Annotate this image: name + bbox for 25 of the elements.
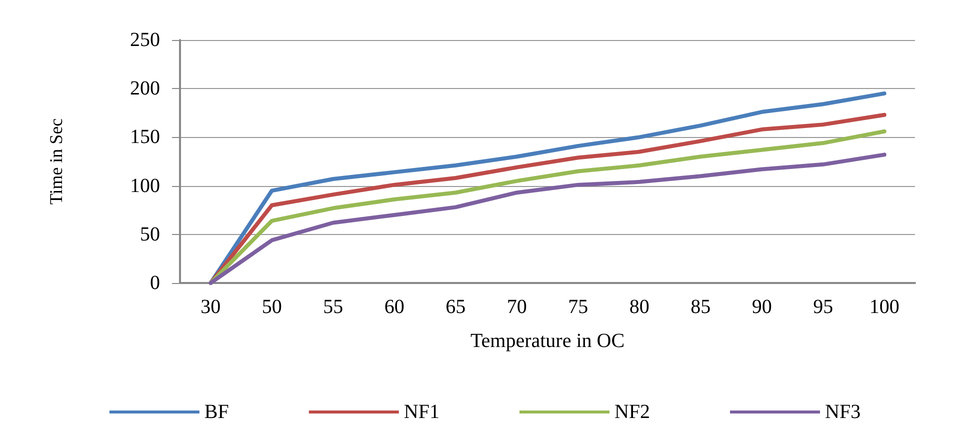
x-tick-label: 95 xyxy=(813,296,834,318)
y-axis-title: Time in Sec xyxy=(46,118,66,205)
x-tick-label: 85 xyxy=(690,296,711,318)
x-tick-label: 90 xyxy=(752,296,772,318)
x-tick-label: 50 xyxy=(262,296,282,318)
legend-label: BF xyxy=(204,401,229,423)
y-tick-label: 200 xyxy=(130,78,160,100)
legend-label: NF3 xyxy=(825,401,861,423)
y-tick-label: 250 xyxy=(130,29,160,51)
x-tick-label: 80 xyxy=(629,296,650,318)
x-tick-label: 100 xyxy=(869,296,900,318)
x-tick-label: 30 xyxy=(200,296,221,318)
x-axis-title: Temperature in OC xyxy=(470,330,625,352)
legend-label: NF2 xyxy=(614,401,650,423)
y-tick-label: 50 xyxy=(140,223,160,246)
y-tick-label: 100 xyxy=(130,174,160,197)
x-tick-label: 70 xyxy=(506,296,527,318)
x-tick-label: 75 xyxy=(568,296,588,318)
line-series xyxy=(208,152,886,285)
x-tick-label: 65 xyxy=(446,296,466,318)
y-tick-label: 150 xyxy=(130,126,160,148)
legend-label: NF1 xyxy=(404,401,440,423)
x-tick-label: 60 xyxy=(384,296,404,318)
x-tick-label: 55 xyxy=(323,296,344,318)
y-tick-label: 0 xyxy=(150,272,160,294)
